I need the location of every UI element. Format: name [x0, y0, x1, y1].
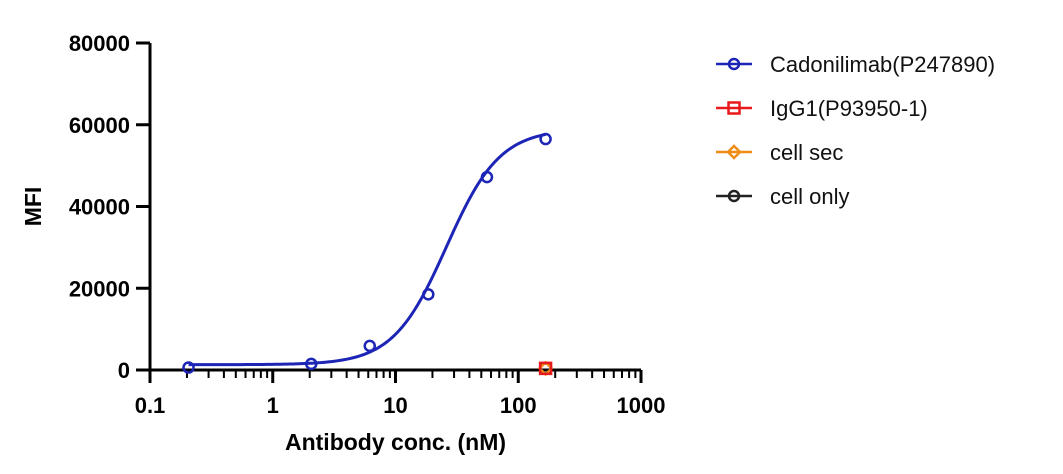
data-points — [182, 132, 554, 377]
data-point — [305, 357, 318, 371]
legend-marker — [727, 57, 741, 71]
legend-label: IgG1(P93950-1) — [770, 96, 928, 121]
x-tick-label: 0.1 — [135, 393, 166, 418]
y-ticks: 0 20000 40000 60000 80000 — [69, 31, 150, 383]
y-tick-label: 60000 — [69, 113, 130, 138]
legend-item: IgG1(P93950-1) — [716, 96, 928, 121]
legend-marker — [727, 101, 741, 115]
y-axis-title: MFI — [20, 187, 46, 227]
fit-curve — [188, 132, 546, 367]
legend-item: cell only — [716, 184, 849, 209]
x-axis-title: Antibody conc. (nM) — [285, 429, 506, 455]
axes — [148, 43, 641, 372]
y-tick-label: 40000 — [69, 195, 130, 220]
legend-item: cell sec — [716, 140, 843, 165]
x-tick-label: 1000 — [617, 393, 666, 418]
x-tick-label: 1 — [267, 393, 279, 418]
y-tick-label: 80000 — [69, 31, 130, 56]
data-point — [363, 339, 377, 353]
data-point — [422, 288, 435, 301]
x-ticks: 0.1 1 10 100 1000 — [135, 370, 666, 418]
legend-marker — [726, 144, 742, 160]
y-tick-label: 0 — [118, 358, 130, 383]
data-point — [538, 361, 553, 376]
legend-label: cell sec — [770, 140, 843, 165]
legend-label: cell only — [770, 184, 849, 209]
legend-marker — [727, 189, 741, 203]
data-point — [182, 361, 195, 374]
data-point — [539, 132, 552, 146]
legend-item: Cadonilimab(P247890) — [716, 52, 995, 77]
x-tick-label: 100 — [500, 393, 537, 418]
data-point — [480, 170, 494, 184]
y-tick-label: 20000 — [69, 276, 130, 301]
fit-curves — [188, 132, 546, 367]
x-tick-label: 10 — [383, 393, 407, 418]
legend: Cadonilimab(P247890) IgG1(P93950-1) cell s… — [716, 52, 995, 209]
legend-label: Cadonilimab(P247890) — [770, 52, 995, 77]
